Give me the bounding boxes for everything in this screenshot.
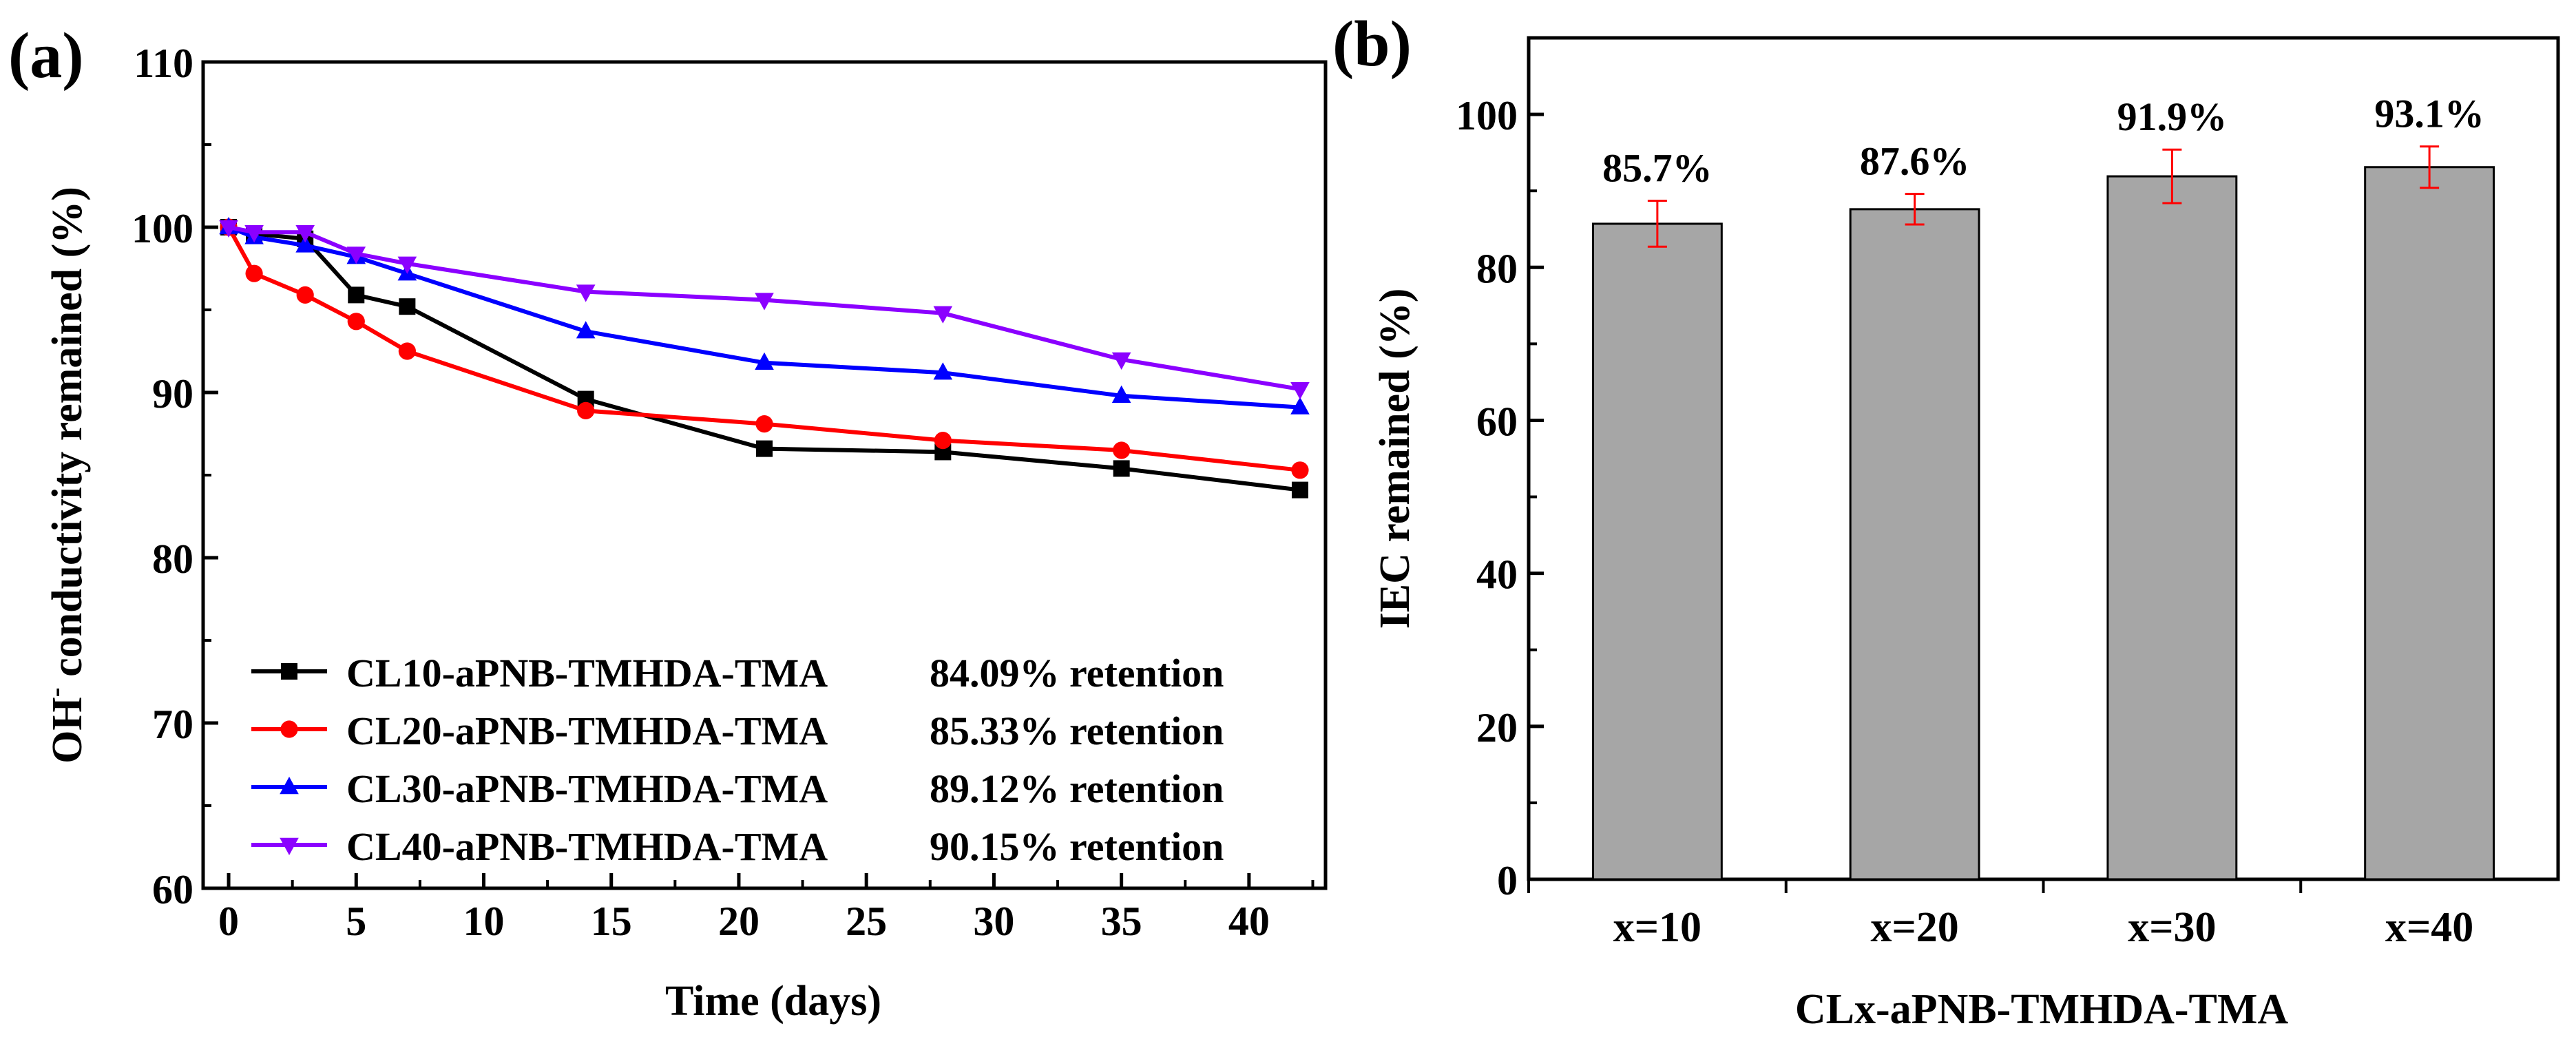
- x-tick-label: x=20: [1870, 904, 1958, 951]
- panel-a-plot-frame: [201, 60, 1328, 890]
- data-point: [1111, 352, 1131, 370]
- bar-value-label: 93.1%: [2374, 92, 2484, 136]
- data-point: [755, 293, 774, 311]
- series-line: [228, 225, 1301, 492]
- data-point: [934, 432, 952, 450]
- data-point: [397, 256, 417, 274]
- bar-group-x=40: 93.1% x=40: [2299, 92, 2495, 951]
- data-point: [346, 247, 366, 264]
- y-tick-label: 80: [1476, 246, 1518, 291]
- panel-b: (b) 0 20 40 60 80 100 85.7% x=10 87.6% x=20 91.9%…: [1332, 8, 2560, 1033]
- data-point: [1290, 397, 1310, 415]
- legend-entry: CL40-aPNB-TMHDA-TMA 90.15% retention: [251, 824, 1224, 869]
- y-tick-label: 110: [134, 41, 193, 86]
- x-tick-label: 0: [218, 899, 239, 944]
- legend-marker: [280, 720, 298, 738]
- panel-a-x-axis-title: Time (days): [665, 978, 881, 1025]
- bar-value-label: 85.7%: [1602, 146, 1713, 191]
- legend-retention: 84.09% retention: [930, 651, 1224, 695]
- panel-a-y-axis-title: OH- conductivity remained (%): [40, 187, 91, 764]
- x-tick-label: 10: [463, 899, 505, 944]
- data-point: [347, 313, 365, 331]
- bar: [1849, 208, 1980, 881]
- data-point: [577, 401, 595, 420]
- data-point: [348, 286, 365, 304]
- bar: [2364, 166, 2495, 881]
- bar: [2106, 175, 2238, 881]
- data-point: [295, 235, 315, 253]
- legend-retention: 90.15% retention: [930, 824, 1224, 869]
- data-point: [1113, 460, 1130, 477]
- panel-a-label: (a): [8, 20, 84, 92]
- legend-entry: CL10-aPNB-TMHDA-TMA 84.09% retention: [251, 651, 1224, 695]
- bar-group-x=30: 91.9% x=30: [2042, 94, 2238, 951]
- bar-value-label: 87.6%: [1860, 139, 1970, 184]
- data-point: [755, 415, 773, 433]
- bar: [1591, 222, 1723, 881]
- legend-retention: 89.12% retention: [930, 766, 1224, 811]
- y-tick-label: 60: [152, 867, 193, 912]
- data-point: [1113, 441, 1131, 459]
- data-point: [399, 298, 416, 315]
- legend-marker: [280, 837, 299, 855]
- x-tick-label: 15: [591, 899, 632, 944]
- y-tick-label: 90: [152, 371, 193, 417]
- x-tick-label: x=30: [2128, 904, 2216, 951]
- x-tick-label: x=40: [2385, 904, 2473, 951]
- panel-b-label: (b): [1332, 8, 1412, 80]
- legend-marker: [281, 663, 297, 680]
- legend-entry: CL30-aPNB-TMHDA-TMA 89.12% retention: [251, 766, 1224, 811]
- data-point: [1291, 461, 1309, 479]
- data-point: [1290, 382, 1310, 400]
- y-tick-label: 80: [152, 536, 193, 582]
- bar-group-x=10: 85.7% x=10: [1527, 146, 1723, 951]
- data-point: [755, 352, 774, 370]
- x-tick-label: x=10: [1613, 904, 1701, 951]
- bar-value-label: 91.9%: [2117, 94, 2228, 139]
- legend-marker: [280, 777, 299, 795]
- panel-b-y-axis-title: IEC remained (%): [1372, 289, 1418, 629]
- x-tick-label: 35: [1101, 899, 1142, 944]
- panel-a: (a) 60 70 80 90 100 110 0 5 10 15 20 25 30 35 40 CL10…: [8, 20, 1328, 1025]
- x-tick-label: 20: [718, 899, 760, 944]
- data-point: [296, 286, 314, 304]
- bar-group-x=20: 87.6% x=20: [1784, 139, 1980, 951]
- legend-series-name: CL20-aPNB-TMHDA-TMA: [346, 709, 828, 753]
- data-point: [756, 440, 773, 457]
- data-point: [219, 220, 238, 238]
- data-point: [245, 264, 263, 282]
- legend-series-name: CL10-aPNB-TMHDA-TMA: [346, 651, 828, 695]
- data-point: [295, 225, 315, 243]
- legend-series-name: CL30-aPNB-TMHDA-TMA: [346, 766, 828, 811]
- series-CL40-aPNB-TMHDA-TMA: [219, 220, 1310, 400]
- data-point: [398, 342, 416, 360]
- data-point: [933, 306, 953, 324]
- series-line: [228, 225, 1301, 392]
- panel-b-x-axis-title: CLx-aPNB-TMHDA-TMA: [1795, 986, 2289, 1033]
- data-point: [933, 362, 953, 380]
- data-point: [1291, 481, 1308, 499]
- legend-series-name: CL40-aPNB-TMHDA-TMA: [346, 824, 828, 869]
- series-line: [227, 225, 1301, 410]
- y-tick-label: 40: [1476, 552, 1518, 598]
- x-tick-label: 5: [346, 899, 366, 944]
- series-line: [227, 226, 1301, 472]
- data-point: [576, 284, 596, 302]
- x-tick-label: 40: [1228, 899, 1270, 944]
- y-tick-label: 0: [1497, 858, 1518, 903]
- data-point: [1111, 385, 1131, 403]
- y-tick-label: 20: [1476, 705, 1518, 751]
- legend-entry: CL20-aPNB-TMHDA-TMA 85.33% retention: [251, 709, 1224, 753]
- data-point: [244, 225, 264, 243]
- x-tick-label: 25: [846, 899, 887, 944]
- x-tick-label: 30: [973, 899, 1014, 944]
- series-CL30-aPNB-TMHDA-TMA: [219, 217, 1310, 415]
- y-tick-label: 100: [132, 206, 193, 251]
- y-tick-label: 100: [1456, 93, 1518, 138]
- legend-retention: 85.33% retention: [930, 709, 1224, 753]
- data-point: [576, 321, 596, 339]
- y-tick-label: 60: [1476, 399, 1518, 444]
- y-tick-label: 70: [152, 702, 193, 747]
